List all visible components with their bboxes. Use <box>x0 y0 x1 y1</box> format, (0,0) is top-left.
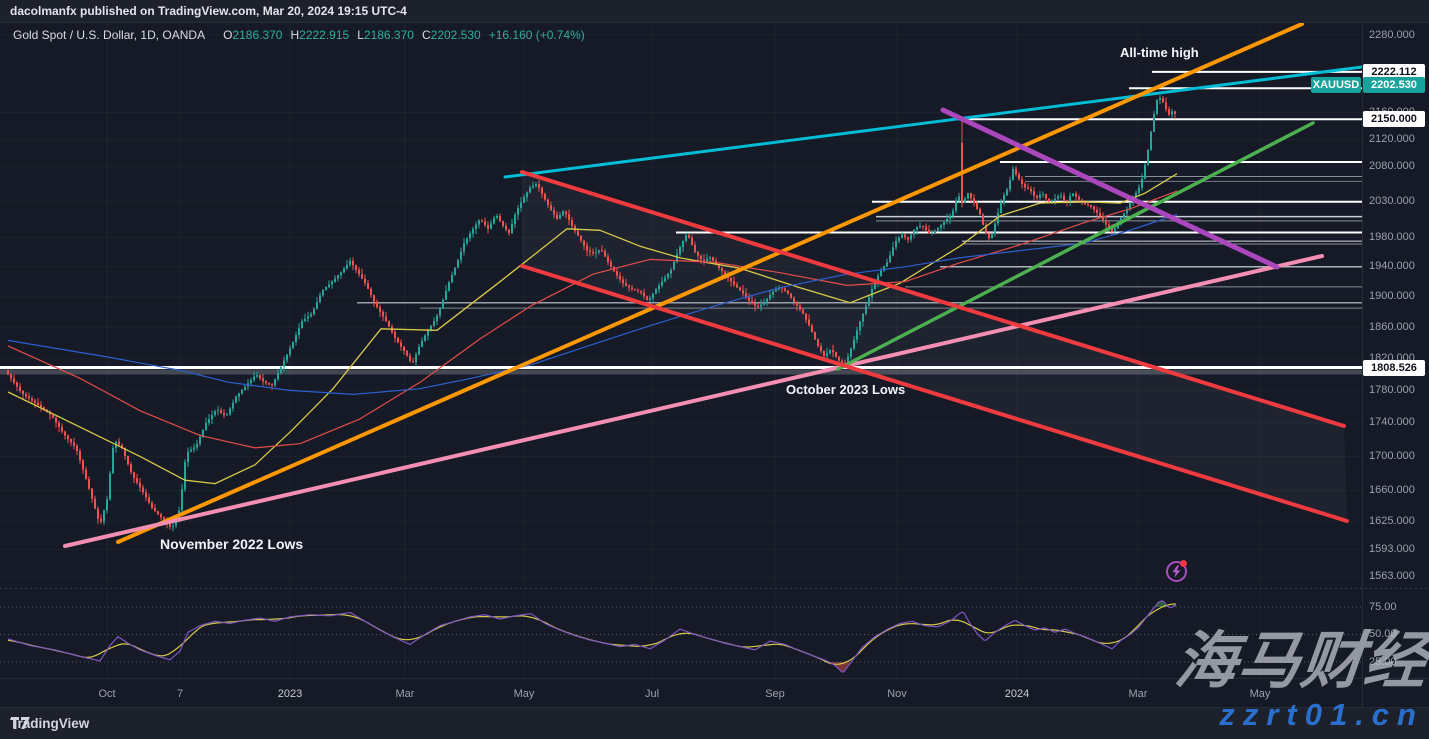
price-label-2222.112: 2222.112 <box>1363 63 1425 80</box>
time-tick[interactable]: Oct <box>98 688 116 700</box>
footer-bar: TradingView <box>0 707 1429 739</box>
symbol-price-badge: XAUUSD <box>1311 77 1361 93</box>
low-label: L <box>357 28 364 42</box>
main-pane[interactable] <box>0 22 1362 577</box>
price-tick[interactable]: 1860.000 <box>1369 320 1415 333</box>
ma-mid-red <box>7 190 1178 449</box>
red-channel-upper <box>520 170 1346 428</box>
tradingview-logo[interactable]: TradingView <box>10 716 89 731</box>
support-zone <box>0 369 1362 375</box>
price-label-2150.000: 2150.000 <box>1363 111 1425 128</box>
price-tick[interactable]: 1563.000 <box>1369 570 1415 583</box>
price-tick[interactable]: 1593.000 <box>1369 543 1415 556</box>
tradingview-wordmark: TradingView <box>10 716 90 731</box>
price-tick[interactable]: 1900.000 <box>1369 290 1415 303</box>
symbol-legend[interactable]: Gold Spot / U.S. Dollar, 1D, OANDA O2186.… <box>13 28 585 42</box>
open-label: O <box>223 28 233 42</box>
time-tick[interactable]: Mar <box>1128 688 1148 700</box>
cyan-resistance <box>503 65 1362 179</box>
time-tick[interactable]: Jul <box>644 688 660 700</box>
high-label: H <box>290 28 300 42</box>
time-tick[interactable]: 2023 <box>277 688 303 700</box>
price-tick[interactable]: 2120.000 <box>1369 132 1415 145</box>
lightning-icon <box>1172 565 1181 578</box>
change-value: +16.160 (+0.74%) <box>488 28 585 42</box>
green-october-support <box>836 121 1315 371</box>
time-tick[interactable]: Sep <box>765 688 785 700</box>
close-label: C <box>421 28 431 42</box>
live-dot <box>1180 560 1187 567</box>
price-tick[interactable]: 1625.000 <box>1369 514 1415 527</box>
time-tick[interactable]: 2024 <box>1004 688 1030 700</box>
pink-lows-trendline <box>63 254 1324 548</box>
close-value: 2202.530 <box>430 28 481 42</box>
low-value: 2186.370 <box>363 28 414 42</box>
price-tick[interactable]: 1940.000 <box>1369 260 1415 273</box>
time-tick[interactable]: May <box>513 688 535 700</box>
price-tick[interactable]: 2080.000 <box>1369 160 1415 173</box>
publish-text: dacolmanfx published on TradingView.com,… <box>10 4 407 18</box>
price-tick[interactable]: 2280.000 <box>1369 28 1415 41</box>
time-tick[interactable]: May <box>1249 688 1271 700</box>
time-tick[interactable]: Mar <box>395 688 415 700</box>
orange-major-support <box>116 22 1304 544</box>
tradingview-mark-icon <box>11 717 30 729</box>
price-label-2202.530: 2202.530 <box>1363 76 1425 93</box>
price-tick[interactable]: 2030.000 <box>1369 195 1415 208</box>
watermark-url: zzrt01.cn <box>1219 697 1424 732</box>
ma-fast-yellow <box>7 173 1178 485</box>
price-tick[interactable]: 1700.000 <box>1369 449 1415 462</box>
annotation-october-lows: October 2023 Lows <box>786 382 906 397</box>
red-channel-lower <box>520 264 1349 523</box>
rsi-line <box>7 600 1177 673</box>
open-value: 2186.370 <box>232 28 283 42</box>
annotation-november-lows: November 2022 Lows <box>160 536 304 552</box>
ma-slow-blue <box>7 213 1178 395</box>
watermark-cn: 海马财经 <box>1171 627 1429 696</box>
time-tick[interactable]: Nov <box>887 688 907 700</box>
symbol-title[interactable]: Gold Spot / U.S. Dollar, 1D, OANDA <box>13 28 206 42</box>
annotation-all-time-high: All-time high <box>1120 45 1199 60</box>
rsi-pane[interactable] <box>0 600 1362 673</box>
rsi-tick[interactable]: 50.00 <box>1369 628 1397 640</box>
high-value: 2222.915 <box>299 28 350 42</box>
live-refresh-icon[interactable] <box>1166 560 1187 582</box>
price-tick[interactable]: 1740.000 <box>1369 416 1415 429</box>
rsi-tick[interactable]: 25.00 <box>1369 655 1397 668</box>
time-tick[interactable]: 7 <box>176 688 184 700</box>
price-label-1808.526: 1808.526 <box>1363 359 1425 376</box>
publish-bar: dacolmanfx published on TradingView.com,… <box>0 0 1429 23</box>
price-tick[interactable]: 1660.000 <box>1369 484 1415 497</box>
purple-downtrend <box>940 107 1280 270</box>
price-tick[interactable]: 1980.000 <box>1369 231 1415 243</box>
price-tick[interactable]: 1780.000 <box>1369 383 1415 396</box>
rsi-tick[interactable]: 75.00 <box>1369 600 1397 613</box>
